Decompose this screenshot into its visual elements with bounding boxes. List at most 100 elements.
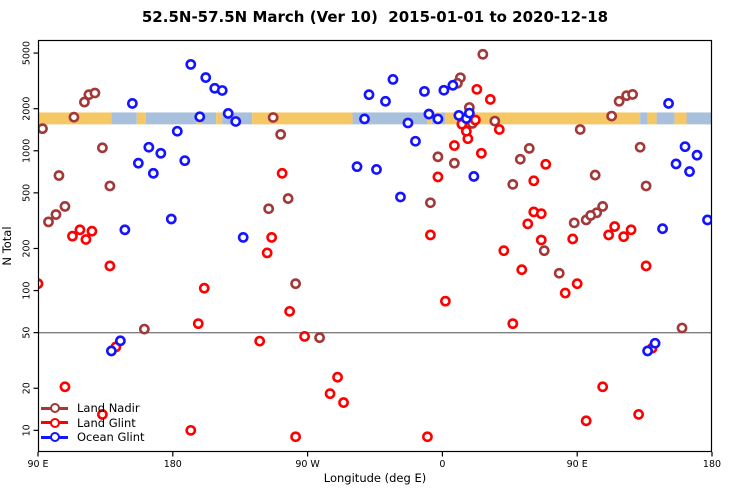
point-land-nadir <box>640 180 652 192</box>
point-land-nadir <box>523 142 535 154</box>
point-land-glint <box>448 140 460 151</box>
point-ocean-glint <box>237 232 249 243</box>
y-tick-label: 20 <box>22 382 33 394</box>
point-land-glint <box>59 381 71 393</box>
point-ocean-glint <box>371 164 382 175</box>
point-land-nadir <box>267 112 279 123</box>
point-ocean-glint <box>171 125 183 137</box>
y-tick-label: 5000 <box>22 41 33 65</box>
point-ocean-glint <box>670 158 682 170</box>
point-land-glint <box>324 388 336 400</box>
point-ocean-glint <box>402 117 414 129</box>
point-ocean-glint <box>691 149 703 161</box>
point-land-nadir <box>585 209 597 221</box>
point-land-glint <box>192 318 204 330</box>
point-land-nadir <box>634 141 646 153</box>
point-ocean-glint <box>359 113 370 125</box>
point-land-glint <box>540 158 552 170</box>
point-land-nadir <box>606 110 618 122</box>
plot-border <box>37 39 713 453</box>
y-tick-label: 1000 <box>22 139 33 163</box>
point-land-glint <box>338 397 349 408</box>
point-land-glint <box>603 229 615 241</box>
point-land-nadir <box>553 267 565 279</box>
point-land-glint <box>475 147 487 159</box>
point-land-glint <box>535 234 547 246</box>
point-land-glint <box>618 231 630 243</box>
point-land-glint <box>261 247 273 259</box>
point-ocean-glint <box>410 135 421 147</box>
point-ocean-glint <box>194 111 206 123</box>
point-land-nadir <box>613 95 625 107</box>
point-land-glint <box>185 424 197 436</box>
land-glint-marker-icon <box>41 417 68 428</box>
x-axis-label: Longitude (deg E) <box>323 471 427 485</box>
point-land-nadir <box>89 87 101 99</box>
coast-band-ocean <box>111 112 137 125</box>
y-tick-label: 10 <box>22 424 33 436</box>
point-ocean-glint <box>642 345 653 357</box>
point-ocean-glint <box>119 224 131 236</box>
point-ocean-glint <box>447 79 459 91</box>
point-land-glint <box>507 318 519 330</box>
y-tick-label: 2000 <box>22 97 33 121</box>
point-ocean-glint <box>351 161 363 173</box>
coast-band-land <box>674 112 687 125</box>
point-ocean-glint <box>147 167 159 179</box>
point-land-glint <box>97 409 108 420</box>
point-ocean-glint <box>363 89 375 101</box>
point-land-nadir <box>448 157 460 169</box>
legend-label: Ocean Glint <box>77 430 145 444</box>
point-land-nadir <box>568 217 580 229</box>
point-ocean-glint <box>105 345 117 357</box>
point-land-nadir <box>597 200 609 212</box>
point-ocean-glint <box>663 98 674 109</box>
point-land-glint <box>198 282 210 294</box>
point-land-nadir <box>263 203 275 215</box>
legend-item-land-nadir: Land Nadir <box>41 401 145 416</box>
point-ocean-glint <box>200 72 212 83</box>
point-land-nadir <box>314 332 325 344</box>
y-axis-label: N Total <box>0 226 14 266</box>
point-land-glint <box>104 260 116 272</box>
point-land-glint <box>332 371 343 383</box>
point-land-glint <box>74 224 86 236</box>
point-land-glint <box>284 305 296 317</box>
point-land-glint <box>516 264 528 276</box>
point-land-glint <box>633 409 645 420</box>
legend-item-ocean-glint: Ocean Glint <box>41 430 145 445</box>
point-ocean-glint <box>468 171 480 182</box>
point-land-glint <box>597 381 609 393</box>
point-land-glint <box>571 278 583 290</box>
point-land-nadir <box>138 323 150 335</box>
point-ocean-glint <box>222 108 234 119</box>
y-tick-label: 100 <box>22 281 33 299</box>
coast-band-ocean <box>686 112 712 125</box>
point-land-glint <box>432 171 444 183</box>
coast-band-land <box>136 112 146 125</box>
point-ocean-glint <box>702 214 712 226</box>
point-ocean-glint <box>649 337 661 349</box>
point-land-glint <box>522 218 534 230</box>
coast-band-ocean <box>656 112 675 125</box>
y-tick-label: 200 <box>22 239 33 257</box>
point-land-nadir <box>59 200 71 212</box>
point-ocean-glint <box>380 95 391 107</box>
point-land-nadir <box>589 169 601 181</box>
coast-band-land <box>216 112 223 125</box>
point-land-glint <box>567 233 579 245</box>
point-land-glint <box>559 287 571 299</box>
coast-band-land <box>445 112 641 125</box>
point-land-nadir <box>425 197 436 209</box>
chart-title: 52.5N-57.5N March (Ver 10) 2015-01-01 to… <box>141 8 609 26</box>
point-land-glint <box>299 330 311 342</box>
point-land-glint <box>425 229 436 241</box>
x-tick-label: 0 <box>439 459 445 470</box>
point-land-glint <box>86 225 98 237</box>
legend-item-land-glint: Land Glint <box>41 416 145 431</box>
plot-inner <box>38 48 712 443</box>
point-ocean-glint <box>387 73 399 85</box>
point-land-glint <box>535 208 547 220</box>
point-land-nadir <box>477 48 489 60</box>
point-land-nadir <box>432 151 444 163</box>
